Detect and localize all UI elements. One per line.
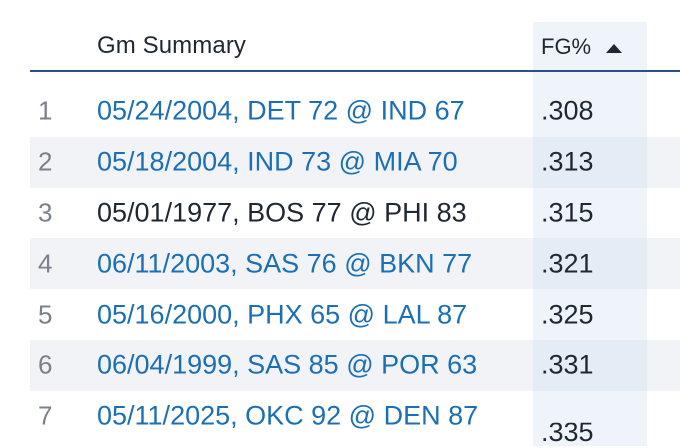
row-rank: 1	[38, 95, 53, 126]
game-summary-text: 05/01/1977, BOS 77 @ PHI 83	[97, 197, 467, 228]
fg-pct-value: .315	[541, 197, 594, 228]
table-row: 4 06/11/2003, SAS 76 @ BKN 77 .321	[0, 238, 680, 290]
header-divider	[30, 70, 680, 72]
row-stripe-sorted-cell	[533, 339, 647, 391]
fg-pct-value: .325	[541, 299, 594, 330]
table-row: 5 05/16/2000, PHX 65 @ LAL 87 .325	[0, 289, 680, 340]
row-rank: 4	[38, 248, 53, 279]
table-row: 2 05/18/2004, IND 73 @ MIA 70 .313	[0, 136, 680, 188]
row-rank: 7	[38, 400, 53, 431]
game-summary-link[interactable]: 06/04/1999, SAS 85 @ POR 63	[97, 349, 478, 380]
table-header: Gm Summary FG%	[0, 22, 680, 72]
game-summary-link[interactable]: 05/18/2004, IND 73 @ MIA 70	[97, 146, 458, 177]
row-stripe-sorted-cell	[533, 136, 647, 188]
sort-ascending-icon[interactable]	[606, 44, 622, 53]
table-body: 1 05/24/2004, DET 72 @ IND 67 .308 2 05/…	[0, 86, 680, 447]
game-summary-link[interactable]: 06/11/2003, SAS 76 @ BKN 77	[97, 248, 473, 279]
row-stripe-sorted-cell	[533, 238, 647, 290]
fg-pct-value: .331	[541, 349, 594, 380]
fg-pct-value: .308	[541, 95, 594, 126]
fg-pct-value: .321	[541, 248, 594, 279]
table-row: 7 05/11/2025, OKC 92 @ DEN 87 .335	[0, 391, 680, 447]
row-rank: 5	[38, 299, 53, 330]
table-row: 6 06/04/1999, SAS 85 @ POR 63 .331	[0, 339, 680, 391]
row-rank: 2	[38, 146, 53, 177]
fg-pct-value: .335	[541, 416, 594, 447]
table-row: 1 05/24/2004, DET 72 @ IND 67 .308	[0, 86, 680, 137]
game-summary-link[interactable]: 05/24/2004, DET 72 @ IND 67	[97, 95, 465, 126]
fg-pct-value: .313	[541, 146, 594, 177]
row-rank: 6	[38, 349, 53, 380]
row-rank: 3	[38, 197, 53, 228]
game-summary-link[interactable]: 05/11/2025, OKC 92 @ DEN 87	[97, 400, 479, 431]
column-header-fg-pct[interactable]: FG%	[541, 34, 592, 59]
column-header-gm-summary[interactable]: Gm Summary	[97, 32, 247, 59]
game-summary-link[interactable]: 05/16/2000, PHX 65 @ LAL 87	[97, 299, 468, 330]
table-row: 3 05/01/1977, BOS 77 @ PHI 83 .315	[0, 188, 680, 239]
